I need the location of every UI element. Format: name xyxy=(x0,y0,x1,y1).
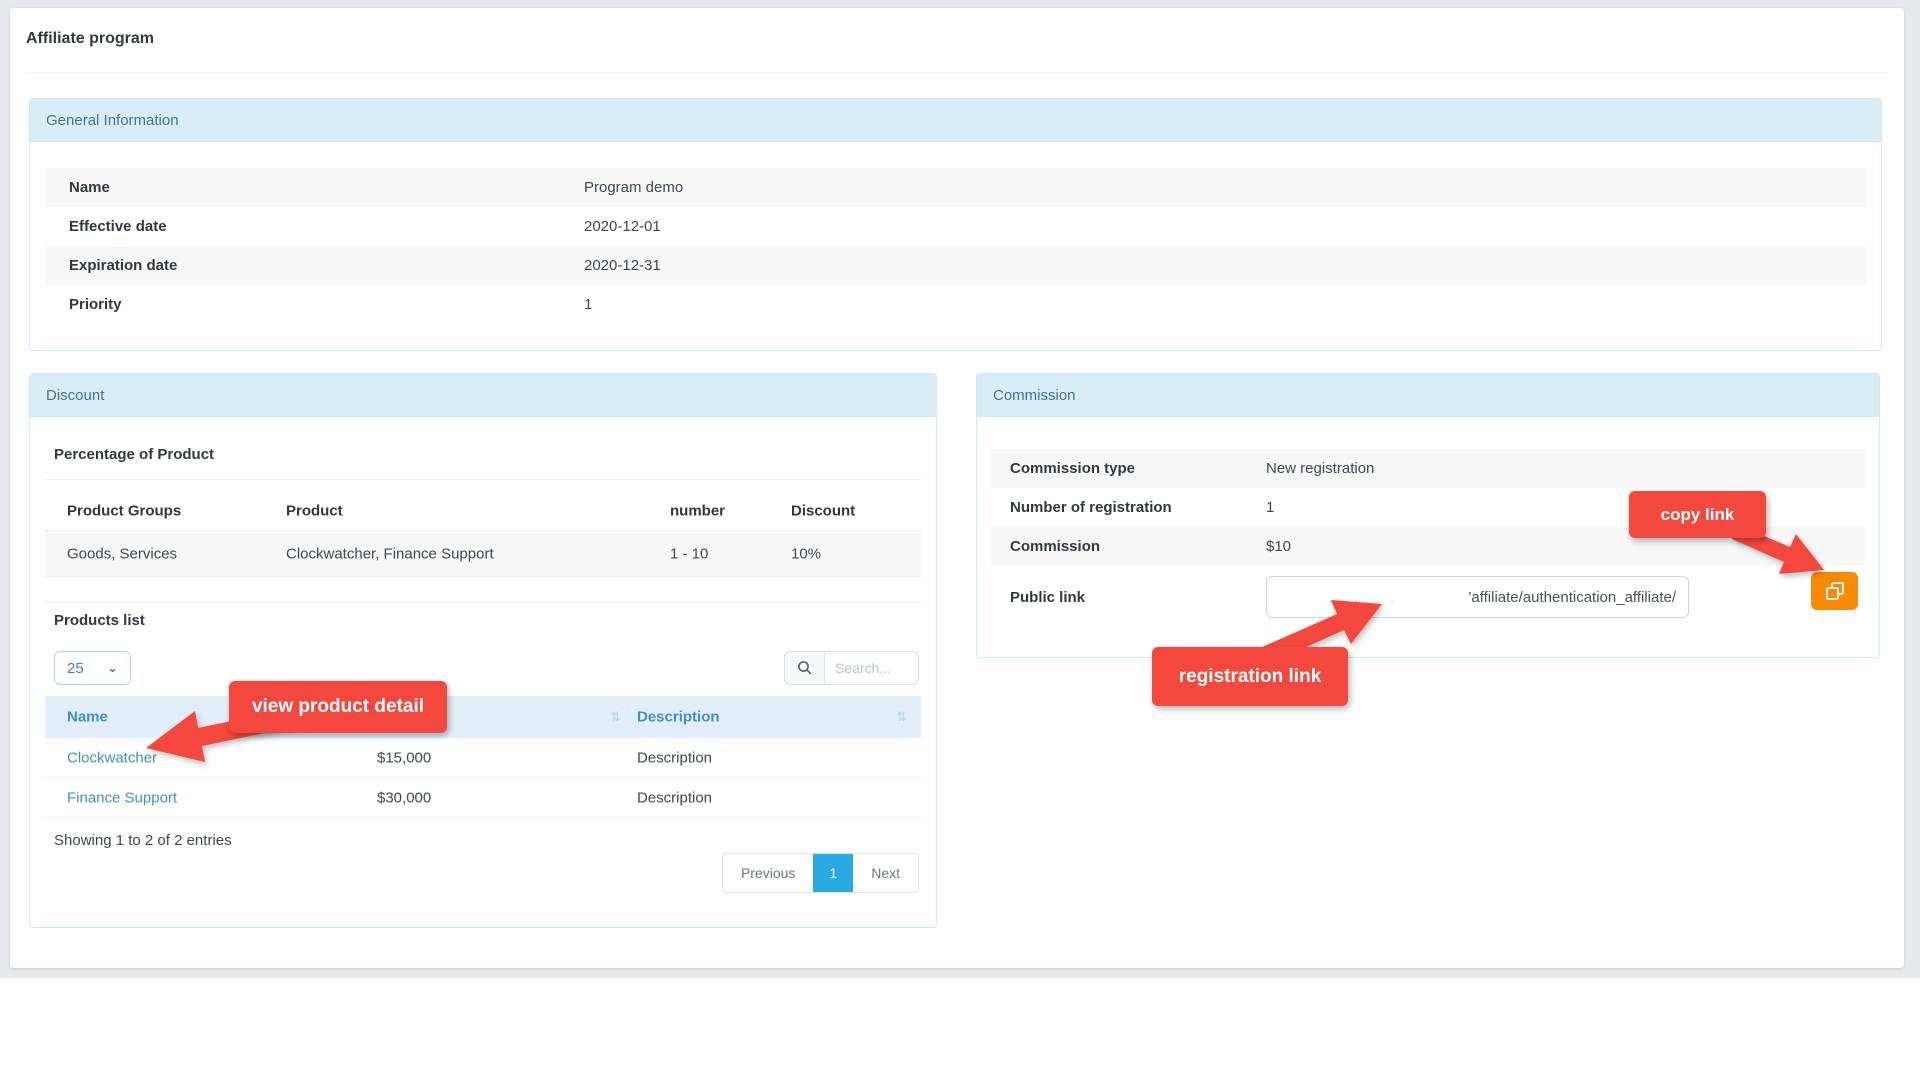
copy-icon xyxy=(1825,582,1844,600)
row-label: Priority xyxy=(69,296,122,313)
column-header: Product Groups xyxy=(67,502,182,519)
products-list-title: Products list xyxy=(54,612,145,629)
title-divider xyxy=(26,72,1888,73)
product-description: Description xyxy=(637,789,713,806)
row-label: Number of registration xyxy=(1010,499,1172,516)
table-row: Expiration date 2020-12-31 xyxy=(45,246,1866,285)
public-link-input[interactable]: . . 'affiliate/authentication_affiliate/ xyxy=(1266,576,1689,618)
row-value: 2020-12-31 xyxy=(584,257,661,274)
divider xyxy=(45,602,921,603)
search-group xyxy=(784,651,919,685)
product-groups-value: Goods, Services xyxy=(67,545,178,562)
general-information-header: General Information xyxy=(30,99,1881,142)
search-button[interactable] xyxy=(784,651,824,685)
copy-link-button[interactable] xyxy=(1811,572,1858,610)
percentage-of-product-title: Percentage of Product xyxy=(54,446,215,463)
name-column-header[interactable]: Name xyxy=(67,708,108,726)
row-label: Effective date xyxy=(69,218,167,235)
discount-value: 10% xyxy=(791,545,822,562)
row-label: Commission type xyxy=(1010,460,1136,477)
main-card: Affiliate program General Information Na… xyxy=(10,8,1904,968)
product-description: Description xyxy=(637,749,713,766)
table-row: Commission type New registration xyxy=(991,449,1865,488)
search-input[interactable] xyxy=(824,651,919,685)
chevron-down-icon: ⌄ xyxy=(107,660,118,675)
products-table-header: Name ⇅ Description ⇅ xyxy=(45,696,921,738)
general-information-table: Name Program demo Effective date 2020-12… xyxy=(45,168,1866,324)
table-row: Finance Support $30,000 Description xyxy=(45,778,921,818)
row-label: Commission xyxy=(1010,538,1101,555)
row-label: Name xyxy=(69,179,110,196)
sort-icon[interactable]: ⇅ xyxy=(896,709,907,724)
description-column-header[interactable]: Description xyxy=(637,708,720,726)
divider xyxy=(45,479,921,480)
column-header: number xyxy=(670,502,726,519)
table-row: Name Program demo xyxy=(45,168,1866,207)
row-label: Expiration date xyxy=(69,257,178,274)
registration-link-callout: registration link xyxy=(1152,647,1348,706)
commission-header: Commission xyxy=(977,374,1879,417)
discount-panel: Discount Percentage of Product Product G… xyxy=(29,373,937,928)
page-size-value: 25 xyxy=(67,659,84,677)
percentage-table-row: Goods, Services Clockwatcher, Finance Su… xyxy=(45,531,921,577)
page-title: Affiliate program xyxy=(26,30,155,47)
product-link[interactable]: Clockwatcher xyxy=(67,749,158,766)
public-link-row: Public link . . 'affiliate/authenticatio… xyxy=(991,566,1865,628)
page-size-select[interactable]: 25 ⌄ xyxy=(54,651,131,685)
general-information-panel: General Information Name Program demo Ef… xyxy=(29,98,1882,351)
discount-header: Discount xyxy=(30,374,936,417)
row-value: 1 xyxy=(584,296,593,313)
row-value: New registration xyxy=(1266,460,1375,477)
public-link-text: 'affiliate/authentication_affiliate/ xyxy=(1468,588,1676,606)
product-price: $15,000 xyxy=(377,749,432,766)
pagination: Previous 1 Next xyxy=(721,853,919,893)
table-row: Clockwatcher $15,000 Description xyxy=(45,738,921,778)
column-header: Product xyxy=(286,502,343,519)
table-row: Priority 1 xyxy=(45,285,1866,324)
next-page-button[interactable]: Next xyxy=(871,865,900,881)
number-value: 1 - 10 xyxy=(670,545,709,562)
previous-page-button[interactable]: Previous xyxy=(740,865,796,881)
copy-link-callout: copy link xyxy=(1629,491,1766,538)
row-value: $10 xyxy=(1266,538,1292,555)
entries-summary: Showing 1 to 2 of 2 entries xyxy=(54,832,232,849)
sort-icon[interactable]: ⇅ xyxy=(610,709,621,724)
percentage-table-header: Product Groups Product number Discount xyxy=(45,491,921,531)
product-value: Clockwatcher, Finance Support xyxy=(286,545,494,562)
row-value: Program demo xyxy=(584,179,684,196)
commission-table: Commission type New registration Number … xyxy=(991,449,1865,628)
row-value: 1 xyxy=(1266,499,1275,516)
redacted-link-prefix: . . xyxy=(1354,588,1409,606)
row-value: 2020-12-01 xyxy=(584,218,661,235)
product-link[interactable]: Finance Support xyxy=(67,789,178,806)
row-label: Public link xyxy=(1010,588,1086,606)
view-product-detail-callout: view product detail xyxy=(229,681,447,733)
column-header: Discount xyxy=(791,502,856,519)
search-icon xyxy=(797,661,812,675)
product-price: $30,000 xyxy=(377,789,432,806)
table-row: Number of registration 1 xyxy=(991,488,1865,527)
table-row: Effective date 2020-12-01 xyxy=(45,207,1866,246)
page-1-button[interactable]: 1 xyxy=(813,854,854,892)
